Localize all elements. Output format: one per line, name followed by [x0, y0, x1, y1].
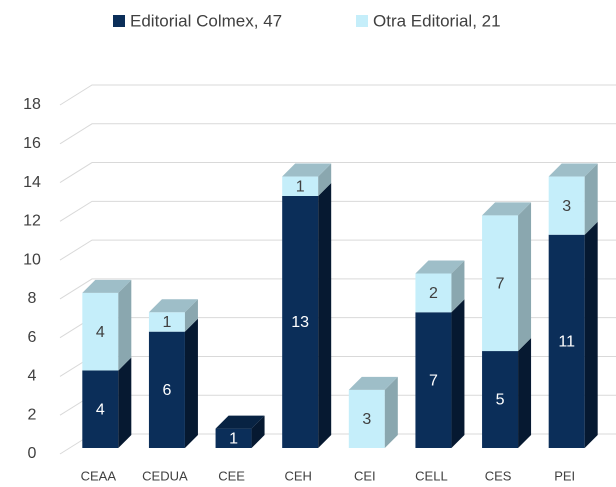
bar-side: [318, 182, 332, 448]
grid-line: [59, 278, 616, 300]
y-tick-label: 16: [23, 135, 41, 152]
bar-front: [548, 234, 585, 448]
data-label: 1: [296, 178, 305, 195]
y-tick-label: 2: [28, 406, 37, 423]
bar-front: [482, 351, 519, 448]
bar-front: [148, 312, 185, 332]
bar-side: [451, 260, 465, 313]
grid-line: [59, 433, 616, 455]
bar-side: [584, 221, 598, 448]
y-tick-label: 14: [23, 174, 41, 191]
bar-side: [118, 357, 132, 448]
data-label: 7: [429, 372, 438, 389]
bar-side: [518, 338, 532, 448]
y-tick-label: 4: [28, 368, 37, 385]
data-label: 3: [362, 411, 371, 428]
bar-front: [415, 312, 452, 448]
bar-top: [482, 202, 532, 216]
x-tick-label: CEAA: [81, 468, 117, 483]
bar-side: [184, 318, 198, 448]
bar-front: [482, 215, 519, 352]
y-tick-label: 8: [28, 290, 37, 307]
bar-front: [282, 176, 319, 196]
grid-line: [59, 84, 616, 106]
data-label: 11: [558, 334, 575, 351]
y-tick-label: 12: [23, 213, 41, 230]
bar-side: [518, 202, 532, 352]
x-tick-label: CEH: [284, 468, 311, 483]
data-label: 3: [562, 198, 571, 215]
legend-label: Otra Editorial, 21: [373, 11, 501, 30]
grid-line: [59, 239, 616, 261]
bar-front: [282, 195, 319, 448]
bar-front: [215, 428, 252, 448]
x-tick-label: CES: [485, 468, 512, 483]
bar-side: [318, 163, 332, 196]
data-label: 7: [496, 275, 505, 292]
bar-side: [384, 376, 398, 448]
data-label: 13: [291, 314, 309, 331]
grid-line: [59, 317, 616, 339]
legend-swatch: [356, 15, 368, 27]
bar-top: [282, 163, 332, 177]
data-label: 1: [229, 431, 238, 448]
grid-line: [59, 162, 616, 183]
data-label: 5: [496, 392, 505, 409]
bar-front: [415, 273, 452, 313]
x-tick-label: CELL: [415, 468, 448, 483]
data-label: 1: [162, 314, 171, 331]
bar-side: [251, 415, 265, 448]
data-label: 4: [96, 401, 105, 418]
x-tick-label: PEI: [554, 468, 575, 483]
bar-top: [415, 260, 465, 274]
y-tick-label: 10: [23, 251, 41, 268]
bar-side: [184, 299, 198, 332]
bar-front: [548, 176, 585, 235]
grid-line: [59, 123, 616, 145]
legend-label: Editorial Colmex, 47: [130, 11, 282, 30]
grid-line: [59, 200, 616, 222]
y-tick-label: 0: [28, 445, 37, 462]
bar-side: [451, 299, 465, 448]
bar-front: [82, 292, 119, 371]
data-label: 6: [162, 382, 171, 399]
bar-front: [148, 331, 185, 448]
bar-top: [548, 163, 598, 177]
x-tick-label: CEDUA: [142, 468, 188, 483]
bar-top: [148, 299, 198, 313]
x-tick-label: CEE: [218, 468, 245, 483]
x-tick-label: CEI: [354, 468, 376, 483]
grid-line: [59, 394, 616, 416]
y-tick-label: 18: [23, 96, 41, 113]
grid-line: [59, 355, 616, 377]
bar-top: [215, 415, 265, 429]
bar-side: [584, 163, 598, 235]
bar-front: [348, 389, 385, 448]
data-label: 4: [96, 324, 105, 341]
y-tick-label: 6: [28, 329, 37, 346]
bar-front: [82, 370, 119, 448]
bar-top: [348, 376, 398, 390]
data-label: 2: [429, 285, 438, 302]
bar-side: [118, 279, 132, 371]
legend-swatch: [113, 15, 125, 27]
bar-top: [82, 279, 132, 293]
